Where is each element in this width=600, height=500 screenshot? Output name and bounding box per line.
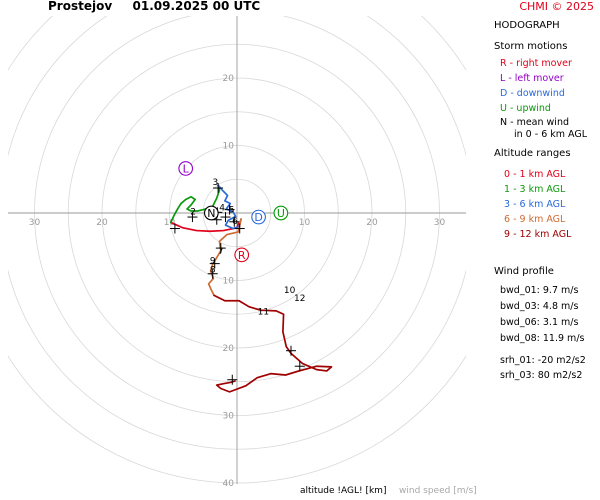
altitude-ranges-list: 0 - 1 km AGL 1 - 3 km AGL 3 - 6 km AGL 6 - …	[494, 167, 587, 242]
altitude-cross	[294, 361, 305, 372]
altitude-label: 10	[284, 286, 296, 296]
chart-header: Prostejov 01.09.2025 00 UTC	[48, 0, 260, 13]
wind-profile-item-1: bwd_03: 4.8 m/s	[500, 301, 579, 312]
x-tick-label: 10	[299, 218, 311, 228]
altitude-cross	[224, 204, 235, 215]
hodograph-segment-1-3	[170, 184, 221, 224]
altitude-cross	[169, 223, 180, 234]
legend-panel: HODOGRAPH Storm motions R - right mover L…	[494, 18, 587, 242]
altitude-labels: 2 3 4 56 789 10 11 12	[190, 178, 305, 318]
storm-note: in 0 - 6 km AGL	[514, 129, 588, 140]
storm-motion-item-1: L - left mover	[500, 73, 564, 84]
wind-profile-title: Wind profile	[494, 266, 554, 277]
altitude-range-item-2: 3 - 6 km AGL	[504, 199, 566, 210]
altitude-ranges-title: Altitude ranges	[494, 148, 571, 159]
storm-motion-item-3: U - upwind	[500, 103, 551, 114]
altitude-label: 3	[213, 178, 219, 188]
altitude-cross	[227, 374, 238, 385]
altitude-range-item-1: 1 - 3 km AGL	[504, 184, 566, 195]
copyright-label: CHMI © 2025	[519, 0, 594, 13]
srh-list: srh_01: -20 m2/s2 srh_03: 80 m2/s2	[494, 353, 586, 383]
location-name: Prostejov	[48, 0, 113, 13]
x-tick-label: 20	[96, 218, 108, 228]
x-tick-label: 10	[164, 218, 176, 228]
altitude-range-item-0: 0 - 1 km AGL	[504, 169, 566, 180]
svg-text:L: L	[183, 162, 190, 175]
altitude-cross	[220, 212, 231, 223]
y-tick-label: 10	[223, 277, 235, 287]
wind-profile-item-0: bwd_01: 9.7 m/s	[500, 285, 579, 296]
speed-unit-label: wind speed [m/s]	[399, 486, 477, 496]
storm-motion-item-4: N - mean wind	[500, 117, 569, 128]
altitude-label: 7	[218, 247, 224, 257]
altitude-cross	[209, 258, 220, 269]
altitude-label: 11	[258, 308, 269, 318]
datetime-label: 01.09.2025 00 UTC	[132, 0, 261, 13]
storm-marker-n: N	[204, 205, 219, 221]
storm-motion-item-2: D - downwind	[500, 88, 565, 99]
x-tick-label: 30	[29, 218, 41, 228]
storm-marker-d: D	[251, 209, 266, 225]
altitude-range-item-4: 9 - 12 km AGL	[504, 229, 572, 240]
x-tick-label: 30	[434, 218, 446, 228]
storm-motion-item-0: R - right mover	[500, 58, 572, 69]
altitude-unit-label: altitude !AGL! [km]	[300, 486, 387, 496]
y-tick-label: 40	[223, 479, 235, 489]
x-tick-label: 20	[366, 218, 378, 228]
svg-text:N: N	[207, 207, 215, 220]
altitude-cross	[213, 183, 224, 194]
hodograph-segment-9-12	[213, 294, 333, 393]
storm-motions-list: R - right mover L - left mover D - downwin…	[494, 56, 587, 129]
storm-motions-title: Storm motions	[494, 41, 568, 52]
wind-profile-list: bwd_01: 9.7 m/s bwd_03: 4.8 m/s bwd_06: 3.…	[494, 283, 586, 347]
storm-motion-markers: R L D U N	[178, 161, 289, 263]
altitude-cross	[286, 345, 296, 356]
altitude-label: 6	[232, 217, 238, 227]
wind-profile-panel: Wind profile bwd_01: 9.7 m/s bwd_03: 4.8 …	[494, 264, 586, 383]
altitude-cross	[229, 216, 240, 227]
altitude-label: 5	[229, 206, 235, 216]
svg-text:U: U	[277, 207, 285, 220]
hodograph-segment-3-6	[217, 184, 242, 230]
wind-profile-item-3: bwd_08: 11.9 m/s	[500, 333, 585, 344]
wind-profile-item-2: bwd_06: 3.1 m/s	[500, 317, 579, 328]
altitude-label: 2	[190, 208, 196, 218]
altitude-label: 12	[294, 294, 305, 304]
srh-item-0: srh_01: -20 m2/s2	[500, 355, 586, 366]
ring-40	[8, 16, 466, 484]
storm-marker-u: U	[273, 205, 289, 221]
y-tick-label: 20	[223, 344, 235, 354]
y-tick-label: 20	[223, 74, 235, 84]
altitude-label: 9	[210, 256, 216, 266]
altitude-label: 4	[219, 204, 225, 214]
storm-marker-r: R	[234, 247, 250, 263]
svg-text:R: R	[238, 249, 246, 262]
y-tick-label: 30	[223, 412, 235, 422]
altitude-range-item-3: 6 - 9 km AGL	[504, 214, 566, 225]
legend-title: HODOGRAPH	[494, 20, 560, 31]
srh-item-1: srh_03: 80 m2/s2	[500, 370, 583, 381]
storm-marker-l: L	[178, 161, 194, 176]
altitude-cross	[187, 212, 198, 223]
altitude-cross	[215, 243, 226, 254]
y-tick-label: 10	[223, 142, 235, 152]
hodograph-rings	[8, 16, 466, 484]
svg-text:D: D	[254, 211, 262, 224]
altitude-label: 8	[210, 266, 216, 276]
hodograph-ticks: 30 20 10 10 20 30 20 10 10 20 30 40	[29, 74, 446, 489]
altitude-cross	[234, 223, 245, 234]
altitude-cross	[207, 268, 218, 279]
